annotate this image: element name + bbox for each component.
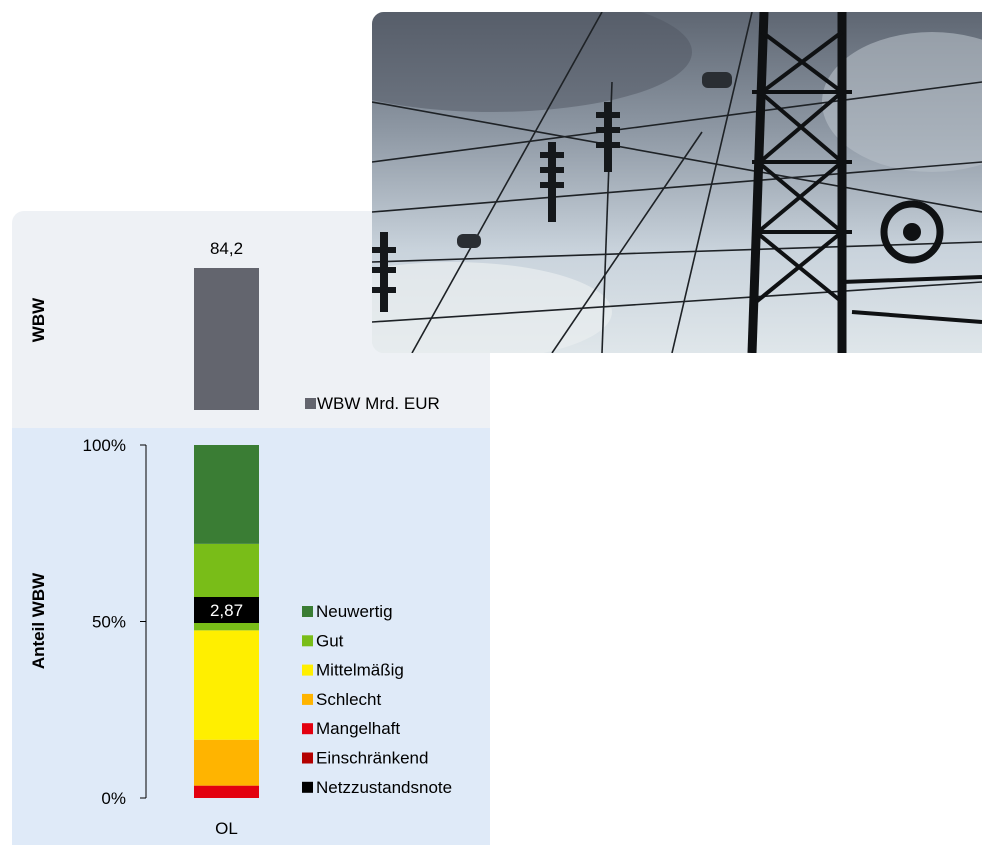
legend-label-mittelmäßig: Mittelmäßig (316, 661, 404, 680)
legend-swatch-mangelhaft (302, 723, 313, 735)
wbw-data-label: 84,2 (210, 239, 243, 258)
y-tick-label: 50% (92, 613, 126, 632)
legend-label-mangelhaft: Mangelhaft (316, 719, 400, 738)
stack-segment-mittelmäßig (194, 630, 259, 740)
stack-segment-mangelhaft (194, 785, 259, 798)
legend-swatch-einschränkend (302, 752, 313, 764)
power-line-photo-image (372, 12, 982, 353)
legend-swatch-wbw (305, 398, 316, 409)
netzzustandsnote-box (194, 597, 259, 623)
legend-label-neuwertig: Neuwertig (316, 602, 393, 621)
wbw-bar-ol (194, 268, 259, 410)
legend-swatch-gut (302, 635, 313, 647)
stack-segment-neuwertig (194, 445, 259, 544)
legend-swatch-mittelmäßig (302, 664, 313, 676)
x-category-label: OL (215, 819, 238, 838)
wbw-chart: 84,2 WBW WBW Mrd. EUR (29, 239, 440, 413)
legend-swatch-schlecht (302, 693, 313, 705)
y-tick-label: 0% (101, 789, 126, 808)
legend-label-einschränkend: Einschränkend (316, 749, 428, 768)
anteil-wbw-ylabel: Anteil WBW (29, 572, 48, 669)
legend-label-netzzustandsnote: Netzzustandsnote (316, 778, 452, 797)
wbw-ylabel: WBW (29, 297, 48, 342)
legend-label-gut: Gut (316, 631, 344, 650)
power-line-photo (372, 12, 982, 353)
legend-swatch-neuwertig (302, 606, 313, 617)
legend-label-schlecht: Schlecht (316, 690, 381, 709)
anteil-wbw-chart: 0% 50% 100% Anteil WBW 2,87 OL Neuwertig Gut Mit… (29, 436, 452, 838)
legend-label-wbw: WBW Mrd. EUR (317, 394, 440, 413)
legend-swatch-netzzustandsnote (302, 781, 313, 793)
y-tick-label: 100% (83, 436, 126, 455)
netzzustandsnote-value: 2,87 (210, 601, 243, 620)
stack-segment-schlecht (194, 739, 259, 786)
